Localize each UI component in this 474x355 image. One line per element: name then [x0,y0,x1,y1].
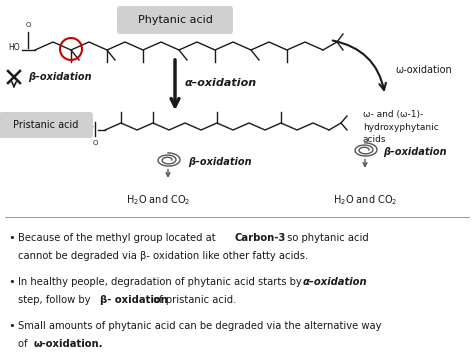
Text: of pristanic acid.: of pristanic acid. [150,295,237,305]
Text: Pristanic acid: Pristanic acid [13,120,79,130]
FancyBboxPatch shape [117,6,233,34]
Text: Small amounts of phytanic acid can be degraded via the alternative way: Small amounts of phytanic acid can be de… [18,321,382,331]
Text: ω-oxidation.: ω-oxidation. [34,339,103,349]
Text: ω- and (ω-1)-
hydroxyphytanic
acids: ω- and (ω-1)- hydroxyphytanic acids [363,110,439,144]
Text: α–oxidation: α–oxidation [185,78,257,88]
FancyBboxPatch shape [0,112,93,138]
Text: Carbon-3: Carbon-3 [235,233,286,243]
Text: α–oxidation: α–oxidation [303,277,368,287]
Text: β–oxidation: β–oxidation [188,157,252,167]
Text: In healthy people, degradation of phytanic acid starts by: In healthy people, degradation of phytan… [18,277,305,287]
Text: O: O [25,22,31,28]
Text: Because of the methyl group located at: Because of the methyl group located at [18,233,219,243]
Text: •: • [8,277,15,287]
Text: so phytanic acid: so phytanic acid [284,233,369,243]
Text: H$_2$O and CO$_2$: H$_2$O and CO$_2$ [126,193,190,207]
Text: ω-oxidation: ω-oxidation [395,65,452,75]
Text: O: O [92,140,98,146]
Text: β–oxidation: β–oxidation [28,72,91,82]
Text: step, follow by: step, follow by [18,295,94,305]
FancyArrowPatch shape [333,40,386,90]
Text: cannot be degraded via β- oxidation like other fatty acids.: cannot be degraded via β- oxidation like… [18,251,308,261]
Text: β- oxidation: β- oxidation [100,295,168,305]
Text: HO: HO [8,44,19,53]
Text: H$_2$O and CO$_2$: H$_2$O and CO$_2$ [333,193,397,207]
Text: •: • [8,233,15,243]
Text: β–oxidation: β–oxidation [383,147,447,157]
Text: HO: HO [82,124,94,132]
Text: Phytanic acid: Phytanic acid [137,15,212,25]
Text: •: • [8,321,15,331]
Text: of: of [18,339,31,349]
